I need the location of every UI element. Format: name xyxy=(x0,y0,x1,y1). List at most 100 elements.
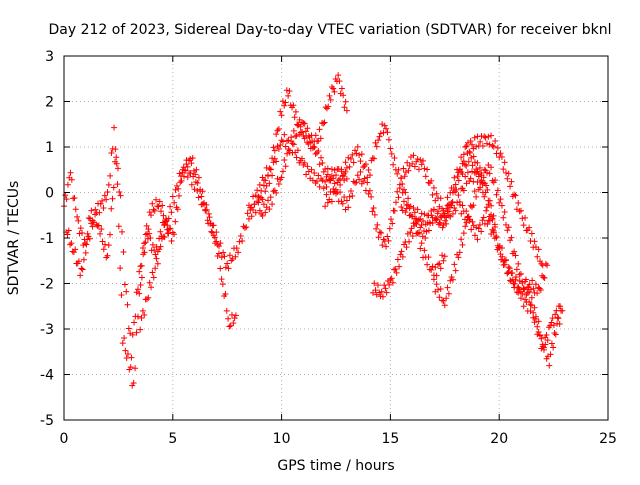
data-point xyxy=(333,186,339,193)
data-point xyxy=(386,225,393,232)
data-point xyxy=(528,230,535,237)
data-point xyxy=(342,159,349,166)
data-point xyxy=(256,207,263,214)
data-point xyxy=(154,260,161,267)
data-point xyxy=(490,227,497,234)
data-point xyxy=(370,204,377,211)
data-point xyxy=(271,147,278,154)
data-point xyxy=(483,182,490,189)
data-point xyxy=(433,281,440,288)
data-point xyxy=(447,213,454,220)
data-point xyxy=(339,200,346,207)
data-point xyxy=(492,138,499,145)
data-point xyxy=(411,163,418,170)
data-point xyxy=(364,179,371,186)
data-point xyxy=(255,199,262,206)
x-tick-label: 25 xyxy=(599,431,617,447)
data-point xyxy=(534,253,541,260)
data-point xyxy=(230,320,237,327)
data-point xyxy=(413,221,420,228)
data-point xyxy=(281,156,288,163)
data-point xyxy=(237,232,244,239)
data-point xyxy=(515,260,522,267)
data-point xyxy=(494,144,501,151)
data-point xyxy=(469,162,476,169)
data-point xyxy=(116,189,123,196)
data-point xyxy=(373,225,380,232)
data-point xyxy=(430,206,437,213)
data-point xyxy=(515,199,522,206)
data-point xyxy=(482,189,489,196)
data-point xyxy=(330,85,337,92)
data-point xyxy=(64,231,71,238)
data-point xyxy=(254,198,261,205)
data-point xyxy=(496,243,503,250)
data-point xyxy=(285,137,292,144)
data-point xyxy=(133,289,140,296)
data-point xyxy=(425,254,432,261)
data-point xyxy=(443,295,450,302)
data-point xyxy=(501,159,508,166)
data-point xyxy=(464,169,471,176)
data-point xyxy=(187,170,194,177)
data-point xyxy=(483,169,490,176)
data-point xyxy=(244,210,251,217)
series-sat-e xyxy=(256,119,448,279)
y-tick-label: -2 xyxy=(40,277,54,293)
data-point xyxy=(551,329,558,336)
grid xyxy=(64,56,608,420)
data-point xyxy=(550,322,557,329)
data-point xyxy=(259,212,266,219)
data-point xyxy=(311,138,318,145)
data-point xyxy=(357,168,364,175)
data-point xyxy=(526,298,533,305)
data-point xyxy=(542,341,549,348)
data-point xyxy=(505,170,512,177)
data-point xyxy=(172,218,179,225)
data-point xyxy=(436,294,443,301)
data-point xyxy=(232,312,239,319)
data-point xyxy=(201,199,208,206)
data-point xyxy=(145,294,152,301)
data-point xyxy=(279,98,286,105)
data-point xyxy=(258,187,265,194)
data-point xyxy=(391,154,398,161)
data-point xyxy=(401,198,407,205)
data-point xyxy=(489,226,496,233)
data-point xyxy=(303,171,310,178)
data-point xyxy=(549,315,556,322)
data-point xyxy=(243,224,250,231)
data-point xyxy=(541,275,548,282)
data-point xyxy=(414,206,421,213)
data-point xyxy=(393,269,400,276)
data-point xyxy=(383,289,390,296)
data-point xyxy=(70,249,77,256)
data-point xyxy=(380,129,387,136)
data-point xyxy=(498,154,505,161)
data-point xyxy=(443,205,450,212)
data-point xyxy=(204,217,211,224)
data-point xyxy=(411,209,418,216)
data-point xyxy=(104,252,111,259)
data-point xyxy=(88,220,95,227)
data-point xyxy=(80,256,87,263)
data-point xyxy=(517,295,524,302)
data-point xyxy=(547,351,554,358)
data-point xyxy=(349,151,356,158)
data-point xyxy=(444,284,451,291)
data-point xyxy=(415,216,422,223)
data-point xyxy=(530,309,537,316)
data-point xyxy=(508,178,515,185)
data-point xyxy=(301,120,308,127)
data-point xyxy=(322,203,329,210)
data-point xyxy=(406,238,413,245)
data-point xyxy=(463,143,470,150)
series-sat-c xyxy=(137,131,350,333)
data-point xyxy=(488,164,495,171)
data-point xyxy=(301,159,308,166)
data-point xyxy=(522,296,529,303)
data-point xyxy=(74,213,81,220)
data-point xyxy=(309,177,316,184)
data-point xyxy=(150,274,157,281)
data-point xyxy=(141,240,148,247)
